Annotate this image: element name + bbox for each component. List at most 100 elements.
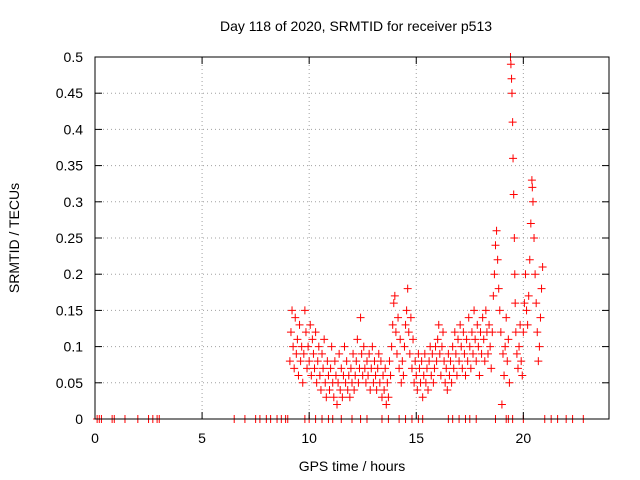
data-point <box>338 393 347 402</box>
y-tick-label: 0.4 <box>64 121 84 137</box>
data-point <box>532 299 541 308</box>
data-point <box>454 335 463 344</box>
data-point <box>412 371 421 380</box>
data-point <box>295 320 304 329</box>
data-point <box>319 364 328 373</box>
data-point <box>395 364 404 373</box>
data-point <box>329 393 338 402</box>
data-point <box>510 234 519 242</box>
data-point <box>290 364 299 373</box>
data-point <box>507 74 516 83</box>
data-point <box>461 371 470 380</box>
data-point <box>384 393 393 402</box>
data-point <box>475 371 484 380</box>
data-point <box>374 349 383 358</box>
data-point <box>310 364 319 373</box>
data-point <box>531 270 540 279</box>
data-point <box>322 393 331 402</box>
data-point <box>293 335 302 344</box>
data-point <box>286 328 295 337</box>
data-point <box>320 335 329 344</box>
data-point <box>413 386 422 395</box>
data-point <box>289 342 298 351</box>
data-point <box>492 226 501 235</box>
data-point <box>401 320 410 329</box>
data-point <box>487 364 496 373</box>
data-point <box>448 342 457 351</box>
data-point <box>517 357 526 366</box>
data-point <box>515 342 524 351</box>
data-point <box>433 335 442 344</box>
data-point <box>352 357 361 366</box>
data-point <box>520 299 529 308</box>
data-point <box>502 313 511 322</box>
data-point <box>494 284 503 293</box>
data-point <box>368 342 377 351</box>
data-point <box>518 371 527 380</box>
data-point <box>362 357 371 366</box>
data-point <box>382 400 391 409</box>
data-point <box>537 284 546 293</box>
data-point <box>335 349 344 358</box>
data-point <box>466 364 475 373</box>
data-point <box>351 371 360 380</box>
data-point <box>417 357 426 366</box>
data-point <box>342 357 351 366</box>
data-point <box>421 378 430 387</box>
data-point <box>372 386 381 395</box>
data-point <box>364 371 373 380</box>
data-point <box>457 342 466 351</box>
axes-layer: 0 5 10 15 20 0 0.05 0.1 0.15 0.2 0.25 0.3 0.35 0.4 0.4… <box>56 49 609 446</box>
data-point <box>314 342 323 351</box>
data-point <box>530 234 539 242</box>
data-point <box>511 328 520 337</box>
data-point <box>354 378 363 387</box>
y-tick-label: 0.5 <box>64 49 84 65</box>
data-point <box>447 378 456 387</box>
data-point <box>312 378 321 387</box>
data-point <box>306 320 315 329</box>
data-point <box>436 371 445 380</box>
data-point <box>429 378 438 387</box>
data-point <box>516 320 525 329</box>
data-point <box>504 335 513 344</box>
data-point <box>300 306 309 315</box>
data-point <box>474 342 483 351</box>
data-point <box>488 328 497 337</box>
data-point <box>399 371 408 380</box>
data-point <box>528 183 537 192</box>
data-point <box>385 357 394 366</box>
y-tick-label: 0.05 <box>56 375 83 391</box>
data-point <box>321 378 330 387</box>
data-point <box>415 364 424 373</box>
data-point <box>285 357 294 366</box>
data-point <box>507 89 516 98</box>
data-point <box>533 328 542 337</box>
data-point <box>485 320 494 329</box>
data-point <box>386 371 395 380</box>
data-point <box>330 357 339 366</box>
data-point <box>506 60 515 69</box>
data-point <box>538 262 547 271</box>
data-point <box>340 342 349 351</box>
data-point <box>404 328 413 337</box>
data-point <box>470 306 479 315</box>
data-point <box>510 270 519 279</box>
x-tick-label: 10 <box>301 430 317 446</box>
data-point <box>464 313 473 322</box>
data-point <box>371 371 380 380</box>
data-point <box>521 270 530 279</box>
data-point <box>334 378 343 387</box>
y-tick-label: 0 <box>75 411 83 427</box>
chart-title: Day 118 of 2020, SRMTID for receiver p51… <box>220 18 492 34</box>
data-point <box>489 291 498 300</box>
data-point <box>513 364 522 373</box>
data-point <box>324 371 333 380</box>
data-point <box>509 190 518 199</box>
x-tick-label: 15 <box>408 430 424 446</box>
data-point <box>301 328 310 337</box>
data-point <box>435 349 444 358</box>
data-point <box>394 313 403 322</box>
data-point <box>307 371 316 380</box>
data-point <box>509 154 518 163</box>
